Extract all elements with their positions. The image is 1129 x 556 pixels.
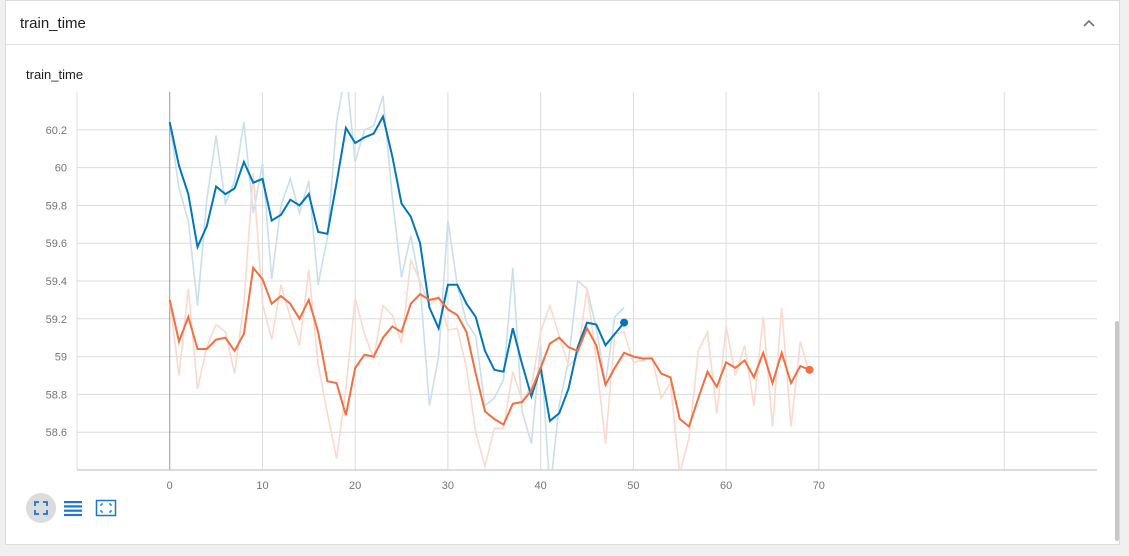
fit-to-screen-icon (34, 501, 48, 515)
x-tick-label: 0 (167, 480, 173, 492)
series-1-end-point (805, 365, 814, 374)
y-tick-label: 60 (55, 163, 67, 175)
y-tick-label: 59.6 (46, 238, 67, 250)
log-scale-button[interactable] (58, 493, 88, 523)
x-tick-label: 60 (720, 480, 732, 492)
series-0-end-point (620, 318, 629, 327)
zoom-region-button[interactable] (91, 493, 121, 523)
series-0-smoothed-line (168, 113, 625, 423)
y-tick-label: 59.2 (46, 314, 67, 326)
x-tick-label: 10 (256, 480, 268, 492)
y-tick-label: 59.4 (46, 276, 67, 288)
chart-card: train_time train_time (5, 0, 1120, 545)
y-tick-label: 60.2 (46, 125, 67, 137)
x-tick-label: 20 (349, 480, 361, 492)
x-tick-label: 40 (535, 480, 547, 492)
series-1-smoothed-line (168, 265, 810, 429)
series-1-raw-line (168, 173, 811, 470)
x-tick-label: 70 (813, 480, 825, 492)
card-title: train_time (20, 15, 86, 32)
scrollbar[interactable] (1115, 321, 1119, 541)
chart-title: train_time (26, 67, 84, 82)
y-tick-label: 58.8 (46, 389, 67, 401)
chevron-up-icon[interactable] (1079, 13, 1099, 33)
zoom-region-icon (95, 499, 117, 517)
card-header[interactable]: train_time (6, 1, 1119, 45)
y-tick-label: 59 (55, 352, 67, 364)
y-tick-label: 58.6 (46, 427, 67, 439)
log-scale-list-icon (64, 501, 82, 517)
series-0-raw-line (168, 92, 625, 470)
fit-to-screen-button[interactable] (26, 493, 56, 523)
y-tick-label: 59.8 (46, 200, 67, 212)
x-tick-label: 30 (442, 480, 454, 492)
x-tick-label: 50 (627, 480, 639, 492)
